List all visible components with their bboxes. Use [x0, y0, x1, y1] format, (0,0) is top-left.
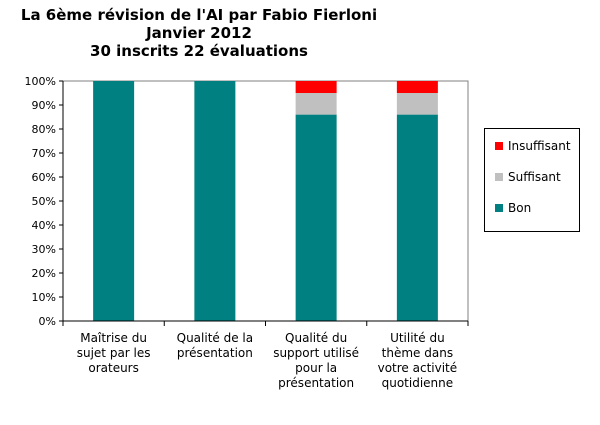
y-tick-label: 80% — [32, 123, 56, 136]
legend-item-insuffisant: Insuffisant — [495, 138, 571, 154]
chart-title: La 6ème révision de l'AI par Fabio Fierl… — [0, 6, 398, 60]
bar-suffisant — [295, 93, 337, 115]
legend-label: Bon — [508, 201, 532, 215]
y-tick-label: 30% — [32, 243, 56, 256]
x-tick-label: Qualité de la — [177, 331, 253, 345]
x-tick-label: Maîtrise du — [80, 331, 147, 345]
x-tick-label: présentation — [177, 346, 253, 360]
chart-title-line-1: La 6ème révision de l'AI par Fabio Fierl… — [20, 6, 378, 24]
bar-insuffisant — [396, 81, 438, 93]
bar-insuffisant — [295, 81, 337, 93]
x-tick-label: sujet par les — [77, 346, 151, 360]
bar-bon — [396, 114, 438, 321]
x-tick-label: pour la — [295, 361, 337, 375]
x-tick-label: orateurs — [88, 361, 139, 375]
x-tick-label: votre activité — [378, 361, 458, 375]
y-tick-label: 90% — [32, 99, 56, 112]
y-tick-label: 0% — [39, 315, 56, 328]
x-tick-label: thème dans — [382, 346, 453, 360]
x-tick-label: quotidienne — [382, 376, 454, 390]
bar-bon — [194, 81, 236, 321]
plot-area: 0% 10% 20% 30% 40% 50% 60% 70% 80% 90% 100% Maîtris… — [25, 75, 469, 390]
x-tick-label: Qualité du — [285, 331, 347, 345]
legend-label: Insuffisant — [508, 139, 571, 153]
legend-swatch — [495, 173, 503, 181]
bar-bon — [295, 114, 337, 321]
x-tick-label: Utilité du — [390, 331, 445, 345]
bar-suffisant — [396, 93, 438, 115]
legend-swatch — [495, 142, 503, 150]
y-tick-label: 50% — [32, 195, 56, 208]
y-tick-label: 60% — [32, 171, 56, 184]
chart-title-line-2: Janvier 2012 — [146, 24, 252, 42]
y-tick-label: 20% — [32, 267, 56, 280]
legend-label: Suffisant — [508, 170, 561, 184]
y-tick-label: 70% — [32, 147, 56, 160]
x-tick-label: support utilisé — [273, 346, 359, 360]
legend: Insuffisant Suffisant Bon — [484, 128, 580, 232]
y-tick-label: 10% — [32, 291, 56, 304]
x-tick-label: présentation — [278, 376, 354, 390]
y-tick-label: 40% — [32, 219, 56, 232]
legend-item-bon: Bon — [495, 200, 531, 216]
legend-item-suffisant: Suffisant — [495, 169, 561, 185]
chart-title-line-3: 30 inscrits 22 évaluations — [90, 42, 308, 60]
legend-swatch — [495, 204, 503, 212]
y-tick-label: 100% — [25, 75, 56, 88]
bar-bon — [93, 81, 135, 321]
